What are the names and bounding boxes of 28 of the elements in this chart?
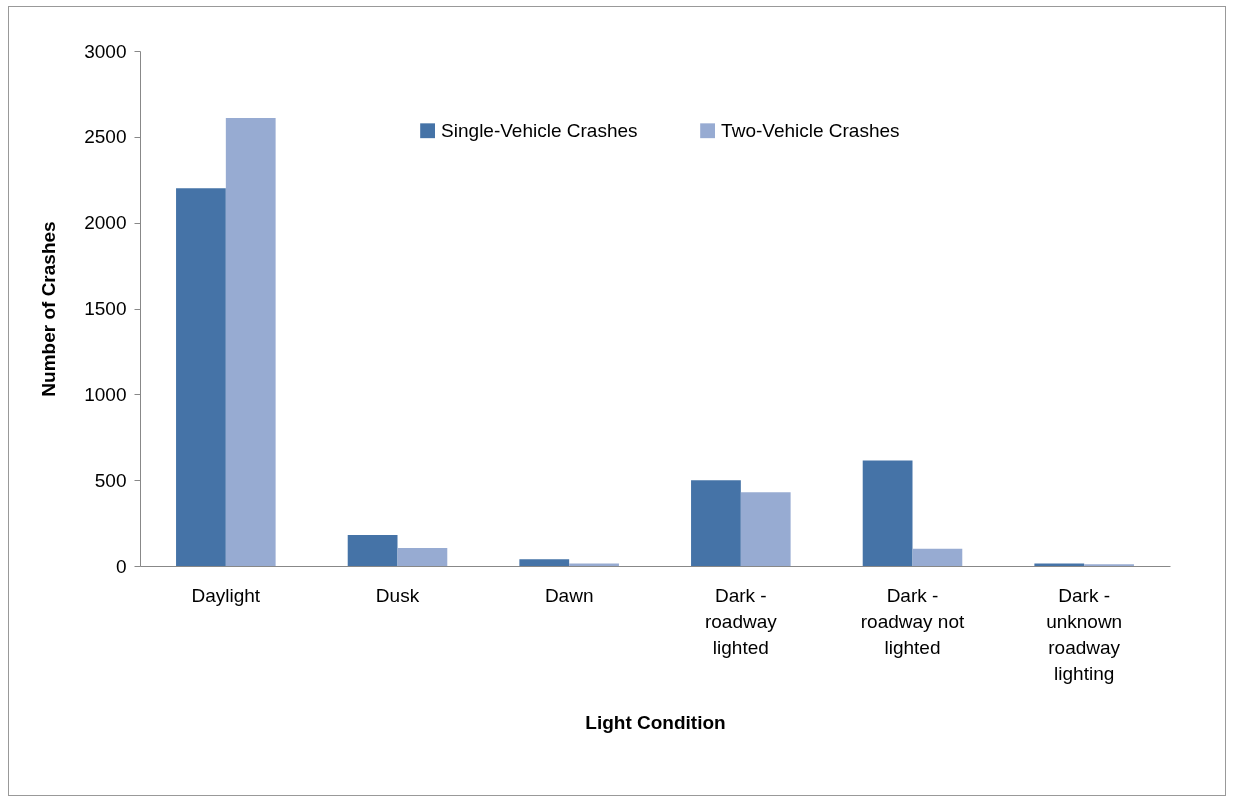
bar xyxy=(347,535,398,566)
x-tick-label: Daylight xyxy=(191,584,261,606)
bar xyxy=(225,117,276,566)
y-tick-label: 500 xyxy=(94,469,127,491)
x-tick-label: Dawn xyxy=(544,584,594,606)
bar xyxy=(397,547,448,566)
x-axis-title: Light Condition xyxy=(585,711,726,733)
x-tick-label: Dark - roadway not lighted xyxy=(860,584,965,658)
y-tick-label: 1000 xyxy=(84,383,127,405)
y-tick-label: 1500 xyxy=(84,298,127,319)
bar xyxy=(1034,563,1085,566)
y-tick-label: 0 xyxy=(115,555,127,577)
bar xyxy=(519,559,570,566)
y-tick-label: 3000 xyxy=(84,40,127,62)
bar xyxy=(912,548,963,566)
bar xyxy=(691,480,741,566)
legend-label: Single-Vehicle Crashes xyxy=(441,119,638,141)
y-tick-label: 2500 xyxy=(84,126,127,148)
x-tick-label: Dusk xyxy=(375,584,420,606)
y-axis-title: Number of Crashes xyxy=(38,221,60,397)
x-tick-label: Dark - unknown roadway lighting xyxy=(1046,584,1123,684)
bar xyxy=(862,460,913,566)
bar xyxy=(176,188,226,566)
legend-label: Two-Vehicle Crashes xyxy=(721,119,900,141)
bar xyxy=(740,492,791,566)
y-tick-label: 2000 xyxy=(84,212,127,234)
x-tick-label: Dark - roadway lighted xyxy=(704,584,778,658)
bar xyxy=(569,563,619,566)
